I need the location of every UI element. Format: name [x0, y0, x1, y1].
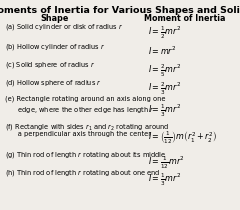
Text: $I = \left(\frac{1}{12}\right)m\left(r_1^2+r_2^2\right)$: $I = \left(\frac{1}{12}\right)m\left(r_1… [148, 130, 217, 146]
Text: (b) Hollow cylinder of radius $r$: (b) Hollow cylinder of radius $r$ [5, 42, 105, 52]
Text: Moments of Inertia for Various Shapes and Solids: Moments of Inertia for Various Shapes an… [0, 6, 240, 15]
Text: (c) Solid sphere of radius $r$: (c) Solid sphere of radius $r$ [5, 60, 95, 70]
Text: $I = mr^2$: $I = mr^2$ [148, 45, 177, 57]
Text: (f) Rectangle with sides $r_1$ and $r_2$ rotating around: (f) Rectangle with sides $r_1$ and $r_2$… [5, 122, 169, 132]
Text: $I = \frac{1}{3}mr^2$: $I = \frac{1}{3}mr^2$ [148, 103, 181, 119]
Text: $I = \frac{2}{3}mr^2$: $I = \frac{2}{3}mr^2$ [148, 81, 181, 97]
Text: $I = \frac{1}{2}mr^2$: $I = \frac{1}{2}mr^2$ [148, 25, 181, 41]
Text: (d) Hollow sphere of radius $r$: (d) Hollow sphere of radius $r$ [5, 78, 102, 88]
Text: a perpendicular axis through the center: a perpendicular axis through the center [5, 131, 151, 137]
Text: $I = \frac{2}{5}mr^2$: $I = \frac{2}{5}mr^2$ [148, 63, 181, 79]
Text: $I = \frac{1}{3}mr^2$: $I = \frac{1}{3}mr^2$ [148, 172, 181, 188]
Text: edge, where the other edge has length $r$: edge, where the other edge has length $r… [5, 105, 155, 115]
Text: Moment of Inertia: Moment of Inertia [144, 14, 226, 23]
Text: (g) Thin rod of length $r$ rotating about its middle: (g) Thin rod of length $r$ rotating abou… [5, 150, 166, 160]
Text: (a) Solid cylinder or disk of radius $r$: (a) Solid cylinder or disk of radius $r$ [5, 22, 124, 32]
Text: (h) Thin rod of length $r$ rotating about one end: (h) Thin rod of length $r$ rotating abou… [5, 168, 160, 178]
Text: $I = \frac{1}{12}mr^2$: $I = \frac{1}{12}mr^2$ [148, 155, 185, 171]
Text: Shape: Shape [41, 14, 69, 23]
Text: (e) Rectangle rotating around an axis along one: (e) Rectangle rotating around an axis al… [5, 96, 166, 102]
